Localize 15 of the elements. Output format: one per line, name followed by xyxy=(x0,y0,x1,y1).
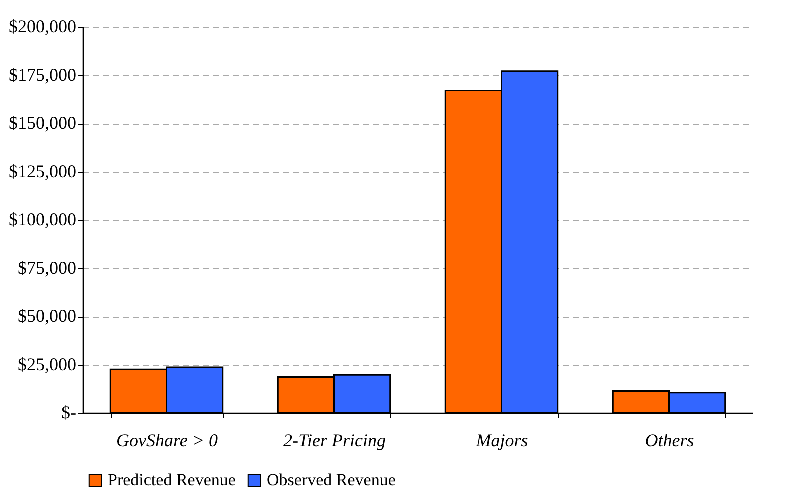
legend-label: Observed Revenue xyxy=(267,470,396,490)
y-tick-label: $50,000 xyxy=(18,306,76,326)
legend-label: Predicted Revenue xyxy=(108,470,236,490)
y-tick-label: $125,000 xyxy=(9,161,76,182)
x-tick-label: Majors xyxy=(475,430,528,450)
y-tick-label: $100,000 xyxy=(9,210,76,230)
y-tick-label: $150,000 xyxy=(9,113,76,133)
y-tick-label: $75,000 xyxy=(18,258,76,278)
y-tick-label: $175,000 xyxy=(9,64,76,85)
y-tick-label: $25,000 xyxy=(18,354,76,374)
y-tick-label: $- xyxy=(62,402,76,422)
x-tick-label: Others xyxy=(645,430,694,450)
y-tick-label: $200,000 xyxy=(9,16,76,36)
x-tick-label: 2-Tier Pricing xyxy=(284,430,386,450)
x-tick-label: GovShare > 0 xyxy=(116,430,218,450)
